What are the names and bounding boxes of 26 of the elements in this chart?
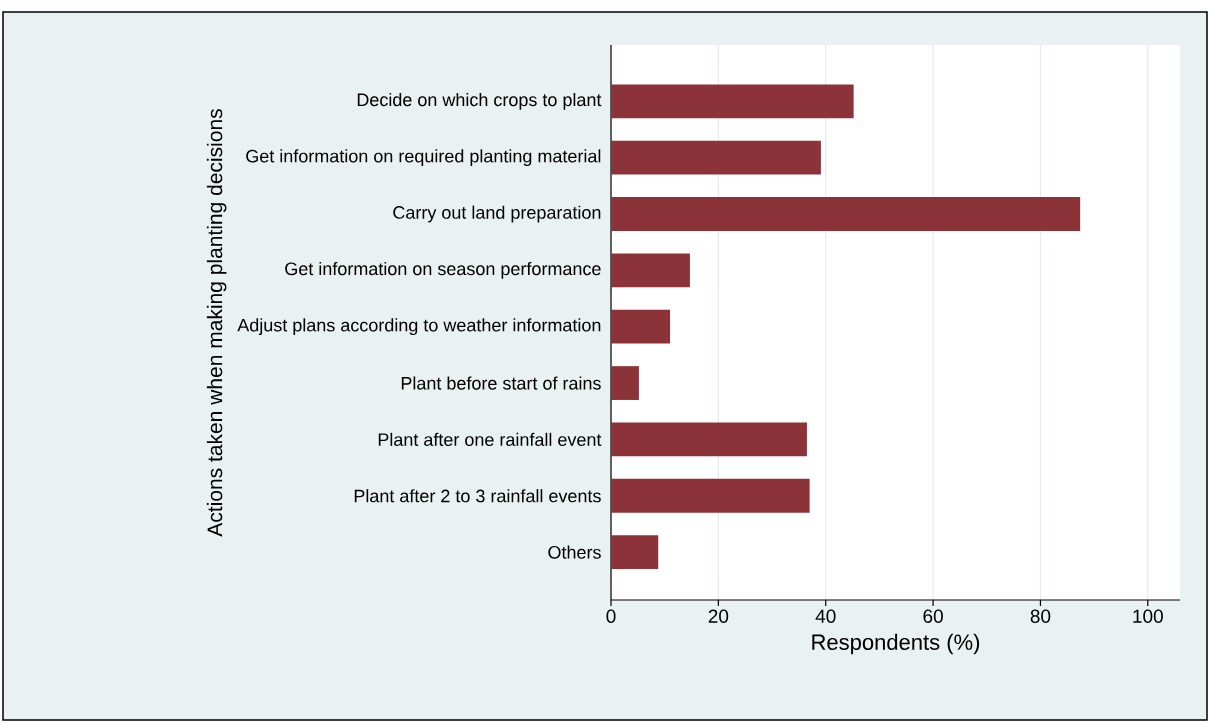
y-tick-label: Get information on season performance	[285, 261, 601, 279]
y-axis-title: Actions taken when making planting decisions	[206, 109, 227, 537]
bar	[611, 253, 690, 288]
y-tick-label: Get information on required planting material	[246, 149, 601, 167]
x-tick-label: 0	[606, 609, 616, 623]
y-tick-label: Carry out land preparation	[393, 205, 601, 223]
x-tick-label: 60	[923, 609, 943, 623]
bar	[611, 309, 671, 344]
y-tick-label: Plant after 2 to 3 rainfall events	[354, 489, 601, 503]
x-axis-title: Respondents (%)	[812, 633, 980, 655]
x-tick-label: 40	[815, 609, 836, 623]
bar	[611, 422, 807, 457]
x-tick-label: 100	[1133, 609, 1163, 623]
bar	[611, 140, 821, 175]
bar	[611, 478, 810, 513]
bar	[611, 366, 639, 400]
bar	[611, 84, 854, 119]
y-tick-label: Plant before start of rains	[401, 376, 601, 390]
y-tick-label: Adjust plans according to weather information	[237, 318, 601, 336]
bar	[611, 535, 659, 569]
y-tick-label: Plant after one rainfall event	[378, 432, 602, 447]
y-tick-label: Decide on which crops to plant	[357, 92, 602, 110]
x-tick-label: 80	[1030, 609, 1051, 623]
bar	[611, 197, 1081, 231]
y-tick-label: Others	[548, 545, 601, 559]
x-tick-label: 20	[708, 609, 729, 623]
